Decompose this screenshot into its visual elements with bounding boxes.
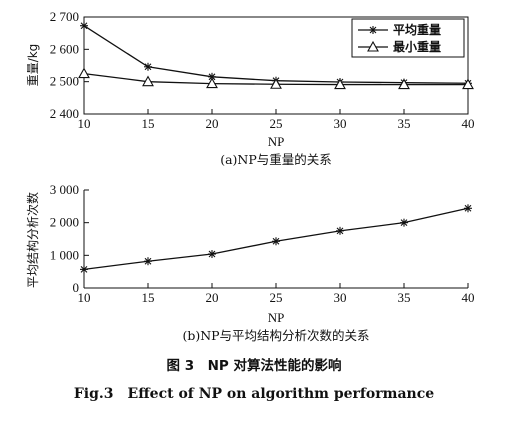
chart-b-series-0-point: [144, 257, 152, 266]
x-tick-label: 20: [206, 116, 219, 131]
chart-a-series-1-point: [142, 75, 154, 87]
chart-b-subtitle: (b)NP与平均结构分析次数的关系: [182, 328, 369, 343]
y-tick-label: 2 500: [50, 74, 79, 89]
chart-b-series-0-point: [272, 237, 280, 246]
y-tick-label: 2 600: [50, 41, 79, 56]
chart-b: 0 1 000 2 000 3 000 10 15 20 25 30 35 40 平均结构分析次数…: [25, 182, 475, 343]
x-tick-label: 40: [462, 116, 475, 131]
x-tick-label: 25: [270, 116, 283, 131]
chart-a-subtitle: (a)NP与重量的关系: [220, 152, 332, 167]
chart-a-series-1-point: [334, 78, 346, 90]
y-tick-label: 0: [73, 280, 80, 295]
chart-a: 2 400 2 500 2 600 2 700 10 15 20 25 30 35 40 重量/k…: [26, 9, 475, 167]
chart-b-y-axis-label: 平均结构分析次数: [25, 192, 40, 288]
x-tick-label: 20: [206, 290, 219, 305]
chart-b-x-axis-label: NP: [268, 310, 285, 325]
chart-a-series-1-point: [270, 78, 282, 89]
x-tick-label: 30: [334, 116, 347, 131]
chart-a-series-1-point: [462, 78, 474, 90]
x-tick-label: 15: [142, 290, 155, 305]
chart-b-series-0-point: [464, 204, 472, 213]
chart-a-series-0-point: [144, 62, 152, 71]
x-tick-label: 35: [398, 290, 411, 305]
x-tick-label: 10: [78, 116, 91, 131]
figure-caption-en: Fig.3 Effect of NP on algorithm performa…: [74, 386, 434, 402]
x-tick-label: 15: [142, 116, 155, 131]
x-tick-label: 35: [398, 116, 411, 131]
y-tick-label: 2 000: [50, 215, 79, 230]
y-tick-label: 1 000: [50, 247, 79, 262]
chart-a-series-1-point: [206, 77, 218, 89]
legend-label-avg-weight: 平均重量: [393, 22, 441, 37]
chart-a-series-1-point: [398, 78, 410, 90]
y-tick-label: 3 000: [50, 182, 79, 197]
x-tick-label: 30: [334, 290, 347, 305]
legend-label-min-weight: 最小重量: [393, 39, 441, 54]
legend-marker-asterisk: [369, 26, 377, 34]
chart-b-series-0-point: [336, 226, 344, 235]
chart-b-series-0-point: [208, 250, 216, 259]
chart-a-series-1-point: [78, 67, 90, 79]
x-tick-label: 10: [78, 290, 91, 305]
chart-b-series-0-point: [400, 218, 408, 227]
x-tick-label: 40: [462, 290, 475, 305]
y-tick-label: 2 400: [50, 106, 79, 121]
y-tick-label: 2 700: [50, 9, 79, 24]
x-tick-label: 25: [270, 290, 283, 305]
chart-a-y-axis-label: 重量/kg: [26, 44, 40, 87]
figure-caption-zh: 图 3 NP 对算法性能的影响: [167, 357, 342, 374]
chart-a-x-axis-label: NP: [268, 134, 285, 149]
chart-a-legend: 平均重量 最小重量: [351, 18, 465, 58]
chart-a-series-0-point: [80, 21, 88, 30]
legend-marker-triangle: [367, 40, 379, 52]
chart-b-series-0-point: [80, 265, 88, 274]
